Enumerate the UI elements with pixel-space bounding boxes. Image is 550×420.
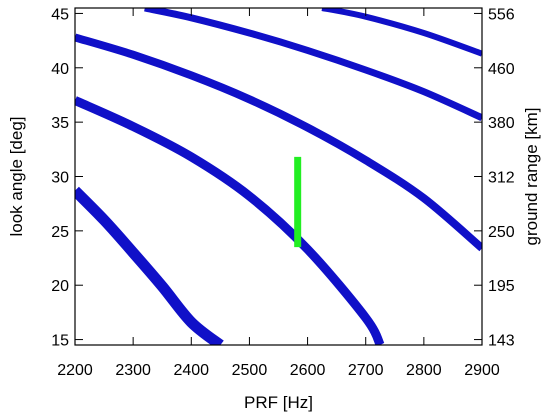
y-right-tick-label: 143 [488,333,515,350]
y-tick-label: 45 [51,6,69,23]
x-tick-label: 2200 [57,362,93,379]
x-tick-label: 2700 [348,362,384,379]
x-tick-label: 2400 [173,362,209,379]
curve-2 [75,96,385,345]
y-right-tick-label: 556 [488,6,515,23]
curve-4 [144,8,482,121]
y-right-tick-label: 250 [488,224,515,241]
y-axis-right-label: ground range [km] [522,108,541,246]
ticks-group [74,8,483,345]
y-tick-label: 35 [51,115,69,132]
y-right-tick-label: 312 [488,170,515,187]
y-tick-label: 25 [51,224,69,241]
x-axis-label: PRF [Hz] [244,393,313,412]
x-tick-label: 2800 [406,362,442,379]
y-right-tick-label: 380 [488,115,515,132]
y-right-tick-label: 195 [488,278,515,295]
y-tick-label: 30 [51,170,69,187]
curves-group [75,8,482,345]
y-tick-label: 20 [51,278,69,295]
x-tick-label: 2500 [232,362,268,379]
curve-3 [75,33,482,252]
tick-labels-group: 2200 2300 2400 2500 2600 2700 2800 2900 15 20 25 30… [51,6,515,379]
y-tick-label: 40 [51,61,69,78]
x-tick-label: 2600 [290,362,326,379]
curve-1 [75,186,224,345]
x-tick-label: 2900 [464,362,500,379]
x-tick-label: 2300 [115,362,151,379]
y-right-tick-label: 460 [488,61,515,78]
y-tick-label: 15 [51,333,69,350]
curve-5 [321,8,482,57]
y-axis-label: look angle [deg] [7,116,26,236]
